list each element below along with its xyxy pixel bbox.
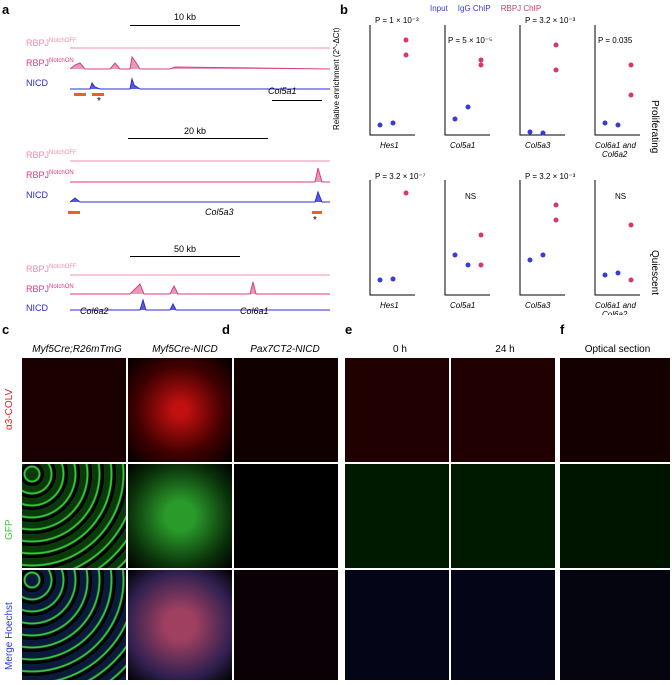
track-label-notchoff: RBPJNotchOFF (26, 38, 77, 48)
track-label-notchon: RBPJNotchON (26, 284, 74, 294)
micrograph-f-red (560, 358, 670, 462)
micrograph-e24-red (451, 358, 555, 462)
row-label-colv: α3-COLV (4, 388, 15, 430)
star-annotation: * (97, 96, 101, 107)
svg-text:Col6a2: Col6a2 (602, 150, 628, 159)
row-label-merge: Merge Hoechst (4, 602, 15, 670)
track-label-nicd: NICD (26, 78, 48, 88)
column-header: 0 h (393, 344, 407, 355)
legend-input: Input (430, 4, 448, 13)
peak-region (68, 211, 80, 214)
micrograph-c2-green (128, 464, 232, 568)
panel-b-letter: b (340, 2, 348, 17)
track-label-nicd: NICD (26, 190, 48, 200)
micrograph-c1-merge (22, 570, 126, 680)
scale-label: 10 kb (173, 12, 197, 22)
star-annotation: * (313, 215, 317, 226)
svg-text:Col5a1: Col5a1 (450, 301, 475, 310)
micrograph-e24-green (451, 464, 555, 568)
row-label-gfp: GFP (4, 519, 15, 540)
gene-arrow (272, 100, 322, 101)
peak-region (312, 211, 322, 214)
peak-region (74, 93, 86, 96)
gene-label: Col5a1 (268, 86, 297, 96)
panel-e-letter: e (345, 322, 353, 337)
peak-region (92, 93, 104, 96)
svg-text:P = 5 × 10⁻⁵: P = 5 × 10⁻⁵ (448, 36, 492, 45)
track-label-notchoff: RBPJNotchOFF (26, 150, 77, 160)
svg-text:P = 3.2 × 10⁻³: P = 3.2 × 10⁻³ (525, 172, 576, 181)
track-plot (70, 160, 330, 203)
panel-c-letter: c (2, 322, 10, 337)
micrograph-e0-merge (345, 570, 449, 680)
micrograph-c1-green (22, 464, 126, 568)
svg-text:P = 0.035: P = 0.035 (598, 36, 633, 45)
column-header: 24 h (495, 344, 515, 355)
column-header: Pax7CT2-NICD (250, 344, 320, 355)
scale-label: 50 kb (173, 244, 197, 254)
scale-bar-10kb (130, 25, 240, 26)
micrograph-f-green (560, 464, 670, 568)
svg-text:NS: NS (615, 192, 626, 201)
chart-legend: Input IgG ChIP RBPJ ChIP (430, 4, 541, 13)
track-label-nicd: NICD (26, 303, 48, 313)
micrograph-c2-red (128, 358, 232, 462)
svg-text:Col6a2: Col6a2 (602, 310, 628, 315)
micrograph-e0-green (345, 464, 449, 568)
gene-label: Col6a2 (80, 306, 109, 316)
micrograph-d-merge (234, 570, 338, 680)
svg-text:Hes1: Hes1 (380, 301, 399, 310)
column-header: Optical section (584, 344, 651, 355)
gene-label: Col6a1 (240, 306, 269, 316)
track-plot (70, 274, 330, 311)
micrograph-c1-red (22, 358, 126, 462)
panel-d-letter: d (222, 322, 230, 337)
panel-f-letter: f (560, 322, 565, 337)
micrograph-c2-merge (128, 570, 232, 680)
y-axis-label: Relative enrichment (2^-ΔCt) (332, 27, 341, 130)
svg-text:P = 3.2 × 10⁻⁷: P = 3.2 × 10⁻⁷ (375, 172, 426, 181)
svg-text:Col5a3: Col5a3 (525, 301, 551, 310)
svg-text:Col6a1 and: Col6a1 and (595, 301, 636, 310)
svg-text:NS: NS (465, 192, 476, 201)
svg-text:Col5a1: Col5a1 (450, 141, 475, 150)
micrograph-e0-red (345, 358, 449, 462)
scale-bar-50kb (130, 256, 240, 257)
svg-text:P = 3.2 × 10⁻³: P = 3.2 × 10⁻³ (525, 16, 576, 25)
scale-label: 20 kb (183, 126, 207, 136)
legend-igg: IgG ChIP (457, 4, 491, 13)
svg-text:Hes1: Hes1 (380, 141, 399, 150)
track-label-notchon: RBPJNotchON (26, 170, 74, 180)
column-header: Myf5Cre-NICD (152, 344, 218, 355)
gene-label: Col5a3 (205, 207, 234, 217)
track-plot (70, 47, 330, 90)
micrograph-f-merge (560, 570, 670, 680)
track-label-notchoff: RBPJNotchOFF (26, 264, 77, 274)
track-label-notchon: RBPJNotchON (26, 58, 74, 68)
micrograph-d-red (234, 358, 338, 462)
column-header: Myf5Cre;R26mTmG (32, 344, 122, 355)
svg-text:P = 1 × 10⁻³: P = 1 × 10⁻³ (375, 16, 419, 25)
scale-bar-20kb (128, 138, 268, 139)
micrograph-d-green (234, 464, 338, 568)
svg-text:Col5a3: Col5a3 (525, 141, 551, 150)
micrograph-e24-merge (451, 570, 555, 680)
svg-text:Col6a1 and: Col6a1 and (595, 141, 636, 150)
panel-a-letter: a (2, 2, 10, 17)
legend-rbpj: RBPJ ChIP (500, 4, 542, 13)
